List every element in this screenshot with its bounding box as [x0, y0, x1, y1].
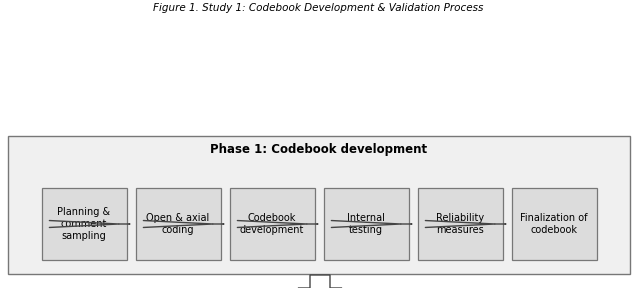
Bar: [42, 188, 127, 260]
Text: Internal
testing: Internal testing: [347, 213, 385, 235]
Text: Reliability
measures: Reliability measures: [436, 213, 484, 235]
Text: Codebook
development: Codebook development: [240, 213, 304, 235]
Bar: [323, 188, 408, 260]
Text: Figure 1. Study 1: Codebook Development & Validation Process: Figure 1. Study 1: Codebook Development …: [153, 3, 483, 13]
Bar: [511, 188, 596, 260]
Polygon shape: [298, 275, 342, 288]
Text: Finalization of
codebook: Finalization of codebook: [520, 213, 588, 235]
Bar: [136, 188, 221, 260]
Text: Open & axial
coding: Open & axial coding: [147, 213, 210, 235]
Text: Planning &
comment
sampling: Planning & comment sampling: [58, 207, 111, 240]
Text: Phase 1: Codebook development: Phase 1: Codebook development: [211, 143, 428, 156]
Bar: [417, 188, 502, 260]
Bar: [8, 136, 630, 274]
Bar: [230, 188, 314, 260]
